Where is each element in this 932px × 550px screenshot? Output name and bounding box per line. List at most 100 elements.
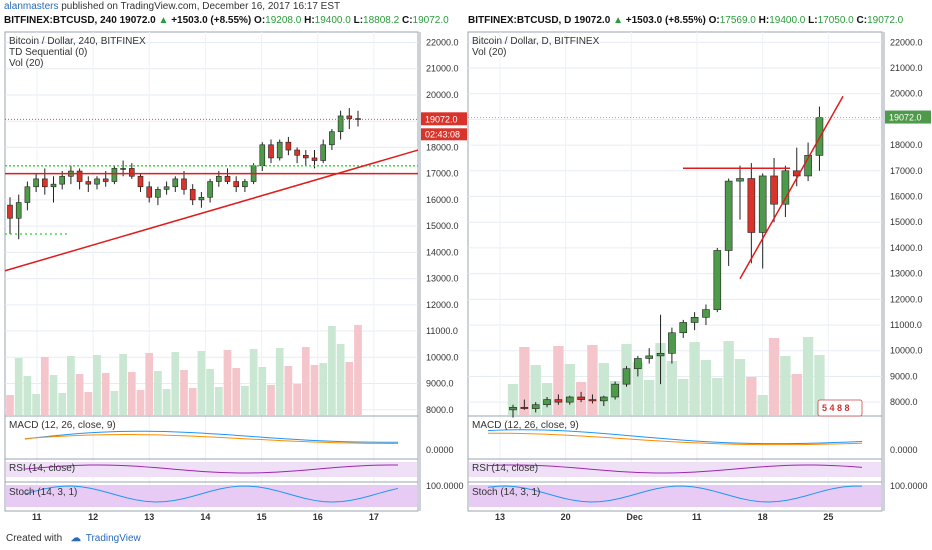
tradingview-logo-icon[interactable]: ☁ [70, 533, 81, 544]
y-tick-label: 10000.0 [426, 352, 459, 362]
legend-entry: Vol (20) [472, 47, 506, 58]
candle-body [520, 406, 529, 409]
y-tick-label: 14000.0 [426, 247, 459, 257]
x-tick-label: 12 [88, 512, 98, 522]
y-tick-label: 16000.0 [426, 195, 459, 205]
x-tick-label: Dec [626, 512, 643, 522]
rsi-label: RSI (14, close) [472, 463, 538, 474]
candle-body [645, 355, 654, 359]
price-tag-text: 19072.0 [425, 114, 458, 124]
candle-body [690, 317, 699, 323]
y-tick-label: 15000.0 [426, 221, 459, 231]
volume-bar [58, 393, 67, 415]
macd-label: MACD (12, 26, close, 9) [472, 420, 579, 431]
right-c-label: C: [856, 15, 868, 26]
rsi-line [24, 464, 399, 474]
macd-label: MACD (12, 26, close, 9) [9, 420, 116, 431]
candle-body [554, 399, 563, 403]
price-tag-box [885, 110, 931, 124]
candle-body [102, 178, 109, 182]
candle-body [509, 406, 517, 411]
volume-bar [214, 387, 223, 415]
volume-bar [119, 354, 127, 415]
volume-bar [275, 348, 284, 415]
price-tag-text: 19072.0 [889, 113, 922, 123]
candle-body [111, 168, 118, 182]
volume-bar [75, 374, 84, 415]
stoch-axis-label: 100.0000 [890, 481, 928, 491]
x-tick-label: 15 [257, 512, 267, 522]
right-change: +1503.0 (+8.55%) [625, 15, 706, 26]
stoch-axis-label: 100.0000 [426, 481, 464, 491]
volume-bar [734, 359, 746, 415]
candle-body [41, 178, 48, 188]
volume-bar [258, 367, 267, 415]
y-tick-label: 11000.0 [426, 326, 458, 336]
candle-body [656, 353, 665, 357]
candle-body [94, 178, 100, 185]
volume-bar [746, 377, 757, 415]
publish-info: published on TradingView.com, December 1… [61, 1, 341, 12]
macd-line [487, 429, 863, 445]
tradingview-brand[interactable]: TradingView [85, 533, 141, 544]
candle-body [770, 175, 778, 205]
volume-bar [791, 374, 802, 415]
left-low: 18808.2 [363, 15, 400, 26]
volume-bar [553, 346, 564, 415]
macd-signal-line [487, 432, 863, 446]
candle-body [33, 178, 39, 188]
candle-body [207, 181, 213, 198]
candle-body [294, 149, 300, 156]
trendline-support [739, 95, 844, 280]
x-tick-label: 13 [144, 512, 154, 522]
right-symbol: BITFINEX:BTCUSD, D [468, 15, 572, 26]
volume-bar [67, 356, 75, 415]
macd-signal-line [24, 434, 399, 444]
candle-body [302, 154, 309, 159]
y-tick-label: 13000.0 [426, 274, 459, 284]
x-tick-label: 14 [200, 512, 210, 522]
right-o-label: O: [708, 15, 720, 26]
volume-bar [530, 365, 541, 415]
x-tick-label: 16 [313, 512, 323, 522]
y-tick-label: 17000.0 [426, 169, 459, 179]
volume-bar [232, 368, 241, 415]
right-low: 17050.0 [817, 15, 854, 26]
volume-bar [689, 342, 700, 415]
candle-body [50, 183, 57, 188]
candle-body [85, 181, 92, 185]
y-tick-label: 22000.0 [890, 37, 923, 47]
volume-bar [162, 389, 171, 415]
y-tick-label: 20000.0 [426, 90, 459, 100]
author-link[interactable]: alanmasters [4, 1, 59, 12]
volume-bar [301, 347, 310, 415]
volume-bar [93, 355, 101, 415]
legend-entry: TD Sequential (0) [9, 47, 87, 58]
candle-body [233, 181, 239, 188]
candle-body [189, 189, 196, 201]
left-open: 19208.0 [265, 15, 302, 26]
candle-body [622, 368, 631, 385]
legend-entry: Vol (20) [9, 58, 43, 69]
volume-bar [780, 356, 791, 415]
candle-body [611, 383, 619, 398]
candle-body [713, 250, 722, 310]
up-arrow-icon: ▲ [158, 15, 169, 26]
price-tag-box [421, 112, 467, 126]
volume-bar [328, 326, 336, 415]
candle-body [172, 178, 179, 188]
candle-body [724, 180, 733, 251]
left-c-label: C: [401, 15, 413, 26]
right-symbol-line: BITFINEX:BTCUSD, D 19072.0 ▲ +1503.0 (+8… [468, 14, 903, 28]
volume-bar [598, 363, 609, 415]
y-tick-label: 8000.0 [426, 405, 454, 415]
event-badge-text: 5 4 8 8 [822, 403, 850, 413]
x-tick-label: 13 [495, 512, 505, 522]
up-arrow-icon: ▲ [613, 15, 623, 26]
volume-bar [712, 378, 723, 415]
candle-body [736, 178, 744, 182]
candle-body [120, 168, 126, 170]
left-symbol: BITFINEX:BTCUSD, 240 [4, 15, 117, 26]
candle-body [679, 322, 688, 334]
charts-canvas[interactable]: 8000.0 9000.0 10000.0 11000.0 12000.0 13000.0… [0, 28, 932, 528]
